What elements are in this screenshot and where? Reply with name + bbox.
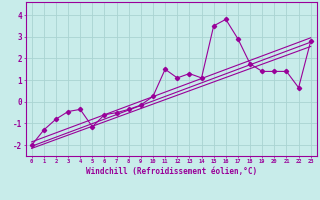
X-axis label: Windchill (Refroidissement éolien,°C): Windchill (Refroidissement éolien,°C) <box>86 167 257 176</box>
